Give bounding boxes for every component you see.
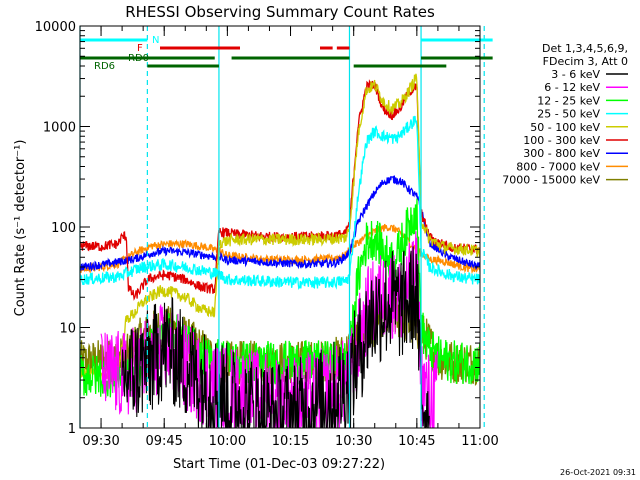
y-tick-label: 1000 [43,121,76,136]
y-tick-label: 1 [68,422,76,437]
y-tick-label: 10000 [35,20,76,35]
flag-label-rd6: RD6 [94,61,115,72]
legend-label-100-300-kev: 100 - 300 keV [523,134,600,147]
legend-label-12-25-kev: 12 - 25 keV [537,94,600,107]
flag-label-f: F [137,43,143,54]
chart-title: RHESSI Observing Summary Count Rates [125,3,435,21]
flag-label-rd0: RD0 [128,53,149,64]
legend-header-line-1: Det 1,3,4,5,6,9, [542,42,628,55]
legend-label-7000-15000-kev: 7000 - 15000 keV [502,174,600,187]
series-group [80,73,480,428]
footer-timestamp: 26-Oct-2021 09:31 [560,468,636,477]
x-tick-label: 11:00 [461,434,498,449]
legend-label-6-12-kev: 6 - 12 keV [544,81,600,94]
x-tick-label: 09:45 [145,434,182,449]
legend-label-25-50-kev: 25 - 50 keV [537,108,600,121]
y-axis-label: Count Rate (s⁻¹ detector⁻¹) [13,140,28,317]
y-tick-label: 10 [59,322,76,337]
x-tick-label: 10:00 [209,434,246,449]
x-tick-label: 10:15 [272,434,309,449]
series-line-25-50-kev [80,115,480,290]
series-line-3-6-kev [121,246,430,428]
series-line-50-100-kev [80,73,480,381]
legend-label-800-7000-kev: 800 - 7000 keV [516,160,600,173]
x-axis-label: Start Time (01-Dec-03 09:27:22) [173,457,385,472]
legend-label-50-100-kev: 50 - 100 keV [530,121,600,134]
legend-label-3-6-kev: 3 - 6 keV [551,68,600,81]
x-tick-label: 10:30 [335,434,372,449]
y-tick-label: 100 [51,221,76,236]
x-tick-label: 09:30 [82,434,119,449]
legend-header-line-2: FDecim 3, Att 0 [543,55,628,68]
flag-label-n: N [152,35,159,46]
x-tick-label: 10:45 [398,434,435,449]
legend-label-300-800-kev: 300 - 800 keV [523,147,600,160]
